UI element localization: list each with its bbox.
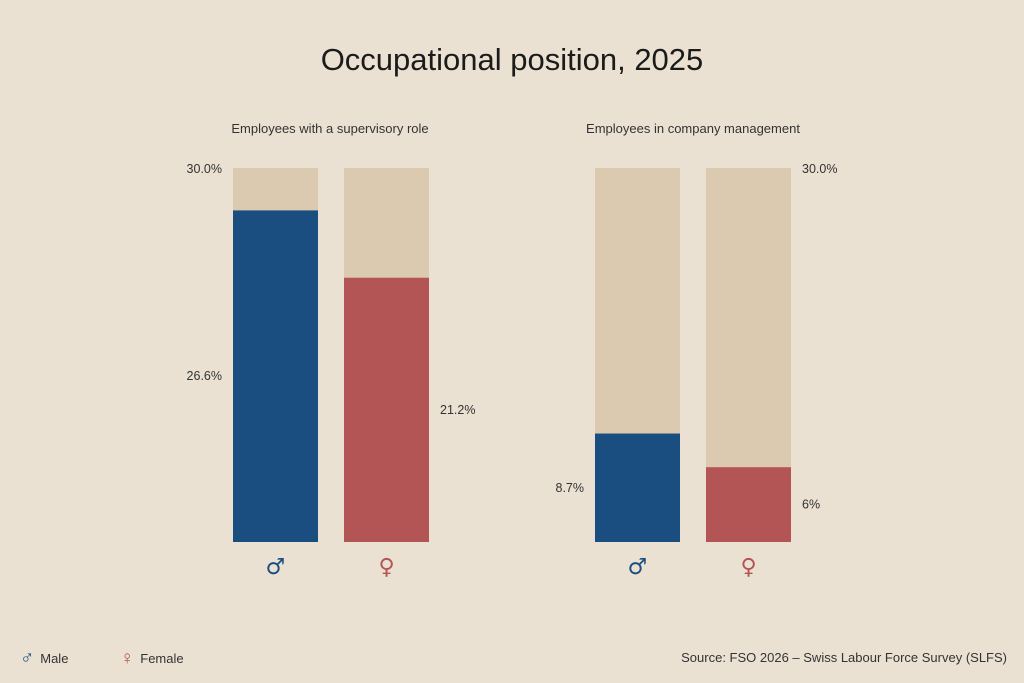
- panel-title-management: Employees in company management: [586, 121, 800, 136]
- chart-title: Occupational position, 2025: [320, 42, 704, 77]
- category-male-icon: ♂: [628, 555, 648, 580]
- category-female-icon: ♀: [378, 555, 394, 580]
- bar-1-female: [706, 467, 791, 542]
- male-icon: ♂: [20, 648, 35, 669]
- legend-label-female: Female: [140, 651, 184, 666]
- value-label-1-male: 8.7%: [556, 481, 585, 495]
- bar-1-male: [595, 433, 680, 542]
- legend-item-female: ♀ Female: [120, 649, 184, 668]
- value-label-0-female: 21.2%: [440, 403, 475, 417]
- bar-0-male: [233, 210, 318, 543]
- value-label-1-female: 6%: [802, 498, 820, 512]
- legend-label-male: Male: [40, 651, 69, 666]
- category-male-icon: ♂: [266, 555, 286, 580]
- female-icon: ♀: [120, 648, 135, 669]
- bar-0-female: [344, 277, 429, 542]
- category-female-icon: ♀: [740, 555, 756, 580]
- legend-item-male: ♂ Male: [20, 649, 68, 668]
- value-label-0-male: 26.6%: [187, 369, 222, 383]
- max-label-1: 30.0%: [802, 162, 837, 176]
- max-label-0: 30.0%: [187, 162, 222, 176]
- panel-title-supervisory: Employees with a supervisory role: [231, 121, 429, 136]
- source-note: Source: FSO 2026 – Swiss Labour Force Su…: [681, 650, 1007, 665]
